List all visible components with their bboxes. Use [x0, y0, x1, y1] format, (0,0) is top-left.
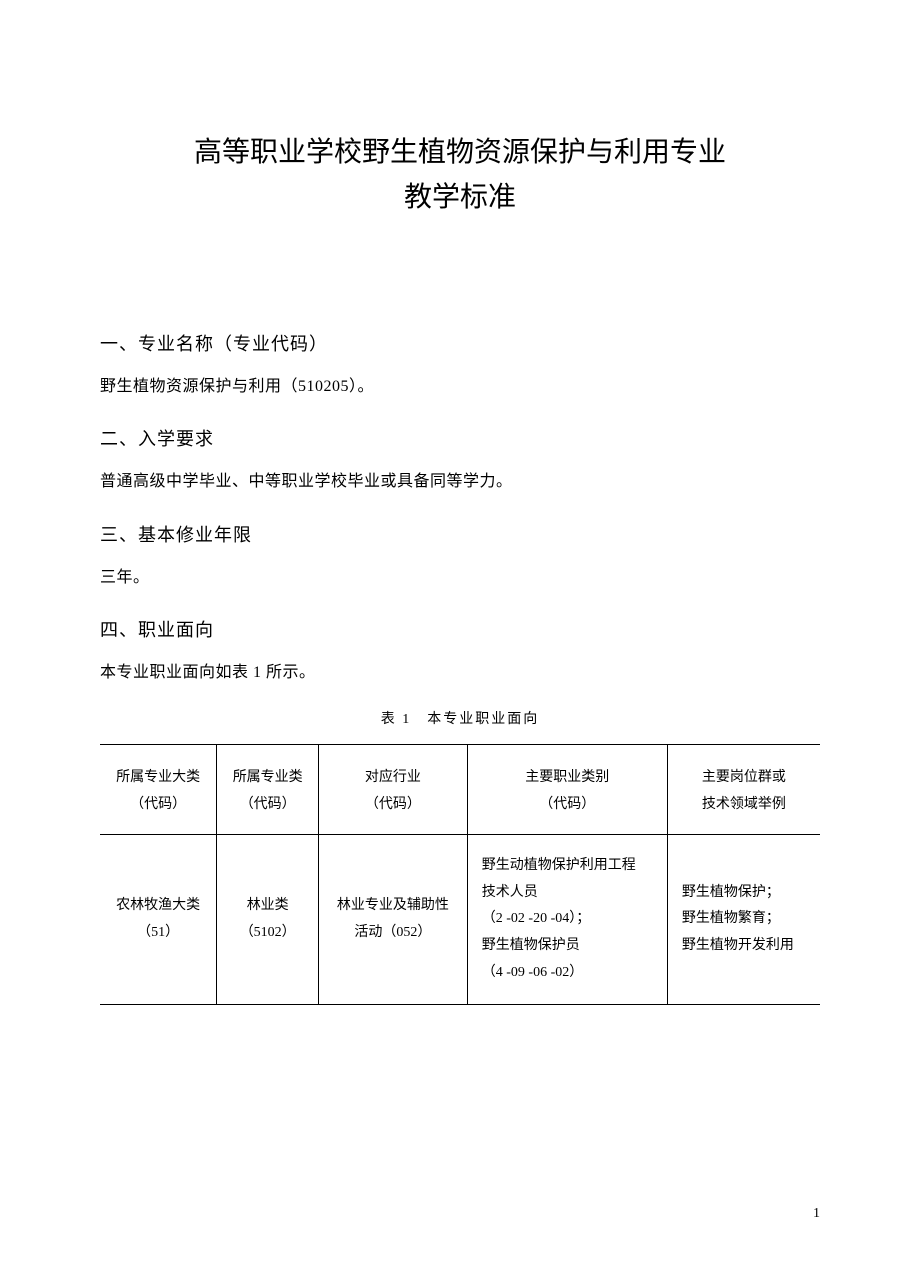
- table-header-row: 所属专业大类 （代码） 所属专业类 （代码） 对应行业 （代码） 主要职业类别 …: [100, 744, 820, 834]
- section-4-heading: 四、职业面向: [100, 616, 820, 642]
- table-row: 农林牧渔大类 （51） 林业类 （5102） 林业专业及辅助性 活动（052） …: [100, 835, 820, 1005]
- col-header-positions: 主要岗位群或 技术领域举例: [667, 744, 820, 834]
- section-2-body: 普通高级中学毕业、中等职业学校毕业或具备同等学力。: [100, 469, 820, 495]
- document-page: 高等职业学校野生植物资源保护与利用专业 教学标准 一、专业名称（专业代码） 野生…: [0, 0, 920, 1045]
- col-header-major-category: 所属专业大类 （代码）: [100, 744, 217, 834]
- section-3-heading: 三、基本修业年限: [100, 521, 820, 547]
- section-4-body: 本专业职业面向如表 1 所示。: [100, 660, 820, 686]
- table-caption: 表 1 本专业职业面向: [100, 708, 820, 728]
- section-2-heading: 二、入学要求: [100, 425, 820, 451]
- title-line-1: 高等职业学校野生植物资源保护与利用专业: [194, 136, 726, 167]
- document-title: 高等职业学校野生植物资源保护与利用专业 教学标准: [100, 130, 820, 220]
- title-line-2: 教学标准: [404, 181, 516, 212]
- col-header-occupation: 主要职业类别 （代码）: [467, 744, 667, 834]
- section-3-body: 三年。: [100, 565, 820, 591]
- page-number: 1: [813, 1206, 820, 1222]
- section-1-body: 野生植物资源保护与利用（510205）。: [100, 374, 820, 400]
- col-header-industry: 对应行业 （代码）: [319, 744, 468, 834]
- cell-positions: 野生植物保护； 野生植物繁育； 野生植物开发利用: [667, 835, 820, 1005]
- section-1-heading: 一、专业名称（专业代码）: [100, 330, 820, 356]
- cell-major-class: 林业类 （5102）: [217, 835, 319, 1005]
- career-orientation-table: 所属专业大类 （代码） 所属专业类 （代码） 对应行业 （代码） 主要职业类别 …: [100, 744, 820, 1005]
- cell-major-category: 农林牧渔大类 （51）: [100, 835, 217, 1005]
- cell-industry: 林业专业及辅助性 活动（052）: [319, 835, 468, 1005]
- col-header-major-class: 所属专业类 （代码）: [217, 744, 319, 834]
- cell-occupation: 野生动植物保护利用工程 技术人员 （2 -02 -20 -04）； 野生植物保护…: [467, 835, 667, 1005]
